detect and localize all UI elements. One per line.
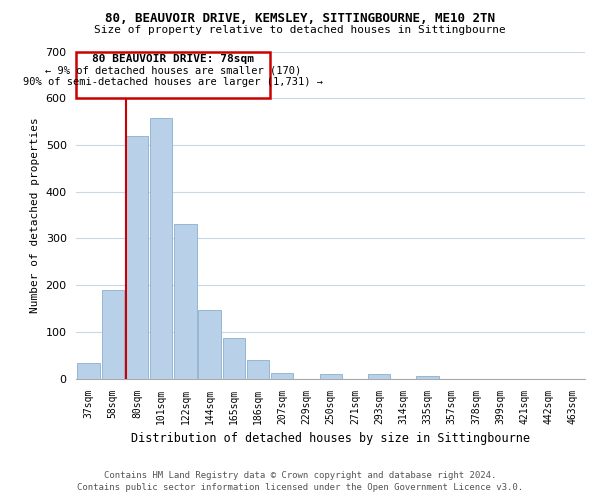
Bar bbox=[223, 338, 245, 378]
Text: Size of property relative to detached houses in Sittingbourne: Size of property relative to detached ho… bbox=[94, 25, 506, 35]
Text: 80 BEAUVOIR DRIVE: 78sqm: 80 BEAUVOIR DRIVE: 78sqm bbox=[92, 54, 254, 64]
Bar bbox=[150, 118, 172, 378]
Bar bbox=[101, 290, 124, 378]
Bar bbox=[174, 224, 197, 378]
Bar bbox=[416, 376, 439, 378]
Y-axis label: Number of detached properties: Number of detached properties bbox=[30, 117, 40, 313]
Bar bbox=[126, 136, 148, 378]
Text: Contains HM Land Registry data © Crown copyright and database right 2024.
Contai: Contains HM Land Registry data © Crown c… bbox=[77, 471, 523, 492]
Bar bbox=[271, 373, 293, 378]
Bar bbox=[320, 374, 342, 378]
Text: 90% of semi-detached houses are larger (1,731) →: 90% of semi-detached houses are larger (… bbox=[23, 77, 323, 87]
Bar bbox=[76, 52, 270, 98]
Text: 80, BEAUVOIR DRIVE, KEMSLEY, SITTINGBOURNE, ME10 2TN: 80, BEAUVOIR DRIVE, KEMSLEY, SITTINGBOUR… bbox=[105, 12, 495, 26]
X-axis label: Distribution of detached houses by size in Sittingbourne: Distribution of detached houses by size … bbox=[131, 432, 530, 445]
Bar bbox=[199, 310, 221, 378]
Text: ← 9% of detached houses are smaller (170): ← 9% of detached houses are smaller (170… bbox=[45, 65, 301, 75]
Bar bbox=[77, 364, 100, 378]
Bar bbox=[368, 374, 390, 378]
Bar bbox=[247, 360, 269, 378]
